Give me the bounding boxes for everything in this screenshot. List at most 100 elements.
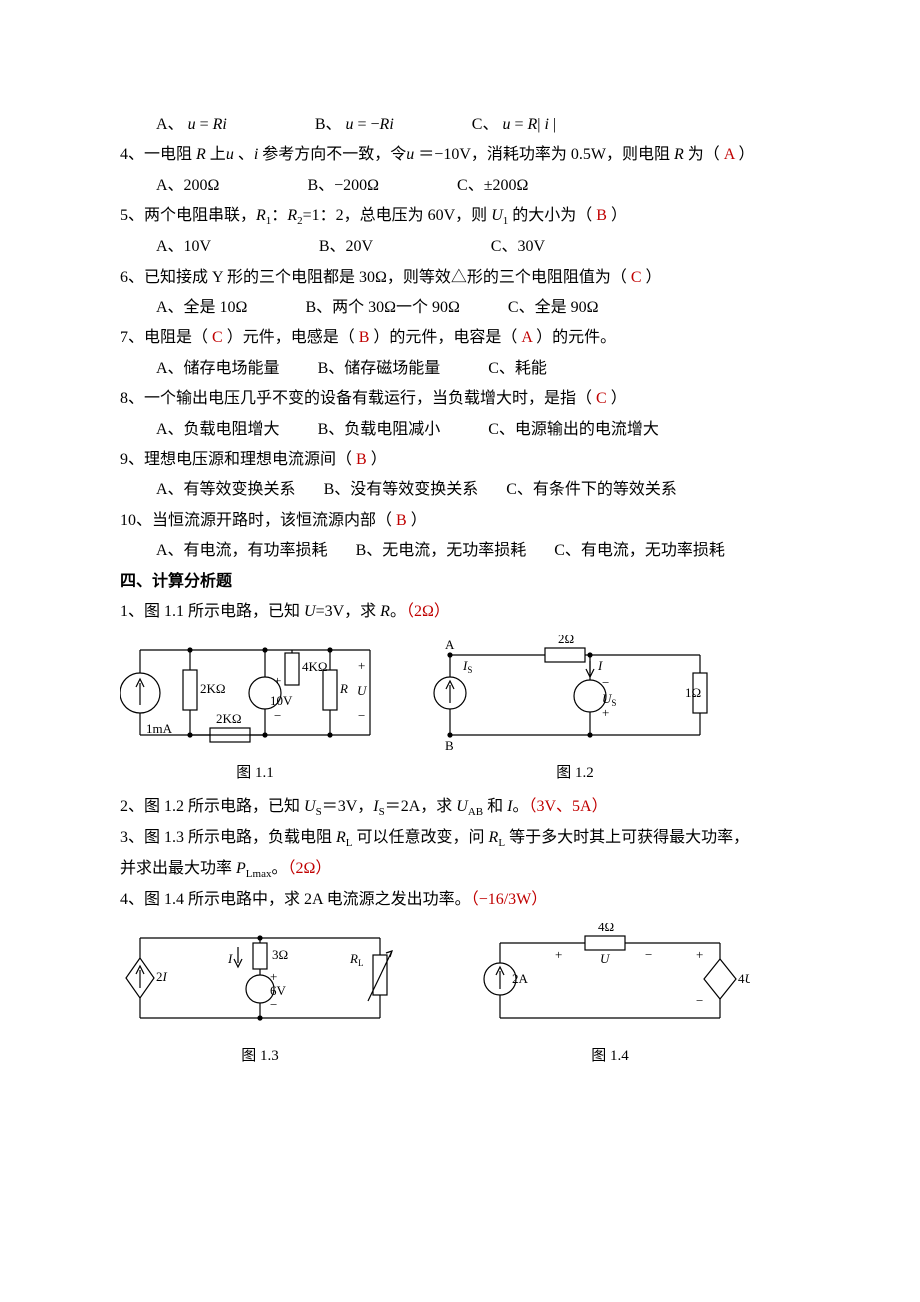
fig13-caption: 图 1.3 [241,1042,279,1071]
q7-optA: A、储存电场能量 [156,360,280,377]
fig11-U: U [357,683,368,698]
q5-optA: A、10V [156,238,211,255]
q7-answer2: B [355,329,374,346]
q5-optC: C、30V [491,238,545,255]
q10-optC: C、有电流，无功率损耗 [554,542,725,559]
q7-options: A、储存电场能量 B、储存磁场能量 C、耗能 [120,354,800,384]
calc1: 1、图 1.1 所示电路，已知 U=3V，求 R。（2Ω） [120,597,800,627]
q8-optB: B、负载电阻减小 [318,421,441,438]
calc2-answer: （3V、5A） [528,798,607,815]
q8-optA: A、负载电阻增大 [156,421,280,438]
fig12-2ohm: 2Ω [558,635,574,646]
fig11-minus2: − [358,708,365,723]
q9-optC: C、有条件下的等效关系 [506,481,677,498]
figure-1-3: 2I I 3Ω + 6V − RL 图 1.3 [120,923,400,1071]
fig12-I: I [597,658,603,673]
calc3-answer: （2Ω） [287,860,331,877]
q8-answer: C [592,390,611,407]
q5-answer: B [592,207,611,224]
fig14-minus1: − [645,947,652,962]
svg-text:RL: RL [349,951,363,968]
q5-options: A、10V B、20V C、30V [120,232,800,262]
q8-stem: 8、一个输出电压几乎不变的设备有载运行，当负载增大时，是指（ C ） [120,384,800,414]
figure-1-4: 4Ω + U − 2A + 4U − 图 1.4 [470,923,750,1071]
q9-stem: 9、理想电压源和理想电流源间（ B ） [120,445,800,475]
q4-answer: A [720,146,739,163]
fig11-plus1: + [274,673,281,688]
q10-optB: B、无电流，无功率损耗 [356,542,527,559]
q3-optA-u: u [188,116,196,133]
q6-optB: B、两个 30Ω一个 90Ω [305,299,459,316]
fig12-caption: 图 1.2 [556,759,594,788]
fig14-plus2: + [696,947,703,962]
fig13-6v: 6V [270,983,287,998]
q4-options: A、200Ω B、−200Ω C、±200Ω [120,171,800,201]
q9-options: A、有等效变换关系 B、没有等效变换关系 C、有条件下的等效关系 [120,475,800,505]
fig12-1ohm: 1Ω [685,685,701,700]
q4-optB: B、−200Ω [307,177,379,194]
fig12-A: A [445,637,455,652]
fig13-plus: + [270,969,277,984]
q9-optA: A、有等效变换关系 [156,481,296,498]
figure-row-1: 1mA 2KΩ 2KΩ 4KΩ + 10V − R + U − 图 1.1 [120,635,800,788]
fig12-minus: − [602,675,609,690]
q7-stem: 7、电阻是（ C ）元件，电感是（ B ）的元件，电容是（ A ）的元件。 [120,323,800,353]
q7-optB: B、储存磁场能量 [318,360,441,377]
q4-optC: C、±200Ω [457,177,528,194]
q10-options: A、有电流，有功率损耗 B、无电流，无功率损耗 C、有电流，无功率损耗 [120,536,800,566]
q10-stem: 10、当恒流源开路时，该恒流源内部（ B ） [120,506,800,536]
fig11-1ma: 1mA [146,721,173,736]
q7-answer1: C [208,329,227,346]
q4-stem: 4、一电阻 R 上u 、i 参考方向不一致，令u ＝−10V，消耗功率为 0.5… [120,140,800,170]
fig12-plus: + [602,705,609,720]
fig14-plus1: + [555,947,562,962]
fig14-4ohm: 4Ω [598,923,614,934]
fig13-minus: − [270,997,277,1012]
calc3-line2: 并求出最大功率 PLmax。（2Ω） [120,854,800,885]
fig14-2A: 2A [512,971,529,986]
fig11-2k1: 2KΩ [200,681,226,696]
q10-optA: A、有电流，有功率损耗 [156,542,328,559]
calc1-answer: （2Ω） [406,603,450,620]
q9-answer: B [352,451,371,468]
q7-answer3: A [517,329,536,346]
q8-optC: C、电源输出的电流增大 [488,421,659,438]
q3-optB-label: B、 [315,116,342,133]
calc4-answer: （−16/3W） [471,891,548,908]
fig11-caption: 图 1.1 [236,759,274,788]
q3-optC-label: C、 [472,116,499,133]
fig11-4k: 4KΩ [302,659,328,674]
q8-options: A、负载电阻增大 B、负载电阻减小 C、电源输出的电流增大 [120,415,800,445]
fig11-10v: 10V [270,693,293,708]
fig13-I: I [227,951,233,966]
fig11-2k2: 2KΩ [216,711,242,726]
svg-text:4U: 4U [738,971,750,986]
fig14-caption: 图 1.4 [591,1042,629,1071]
q6-optA: A、全是 10Ω [156,299,247,316]
q5-optB: B、20V [319,238,373,255]
figure-1-2: A B 2Ω 1Ω IS I − US + 图 1.2 [430,635,720,788]
svg-text:2I: 2I [156,969,168,984]
fig14-minus2: − [696,993,703,1008]
q6-optC: C、全是 90Ω [508,299,599,316]
fig14-U: U [600,951,611,966]
fig11-R: R [339,681,348,696]
q7-optC: C、耗能 [488,360,547,377]
q6-stem: 6、已知接成 Y 形的三个电阻都是 30Ω，则等效△形的三个电阻阻值为（ C ） [120,263,800,293]
q6-answer: C [627,269,646,286]
fig12-B: B [445,738,454,753]
section4-title: 四、计算分析题 [120,567,800,597]
q6-options: A、全是 10Ω B、两个 30Ω一个 90Ω C、全是 90Ω [120,293,800,323]
calc3-line1: 3、图 1.3 所示电路，负载电阻 RL 可以任意改变，问 RL 等于多大时其上… [120,823,800,854]
svg-text:IS: IS [462,658,472,675]
calc2: 2、图 1.2 所示电路，已知 US＝3V，IS＝2A，求 UAB 和 I。（3… [120,792,800,823]
calc4: 4、图 1.4 所示电路中，求 2A 电流源之发出功率。（−16/3W） [120,885,800,915]
q3-options: A、 u = Ri B、 u = −Ri C、 u = R| i | [120,110,800,140]
q4-optA: A、200Ω [156,177,219,194]
fig11-minus1: − [274,708,281,723]
q10-answer: B [392,512,411,529]
figure-row-2: 2I I 3Ω + 6V − RL 图 1.3 [120,923,800,1071]
fig13-3ohm: 3Ω [272,947,288,962]
q3-optA-ri: Ri [213,116,227,133]
q9-optB: B、没有等效变换关系 [324,481,479,498]
